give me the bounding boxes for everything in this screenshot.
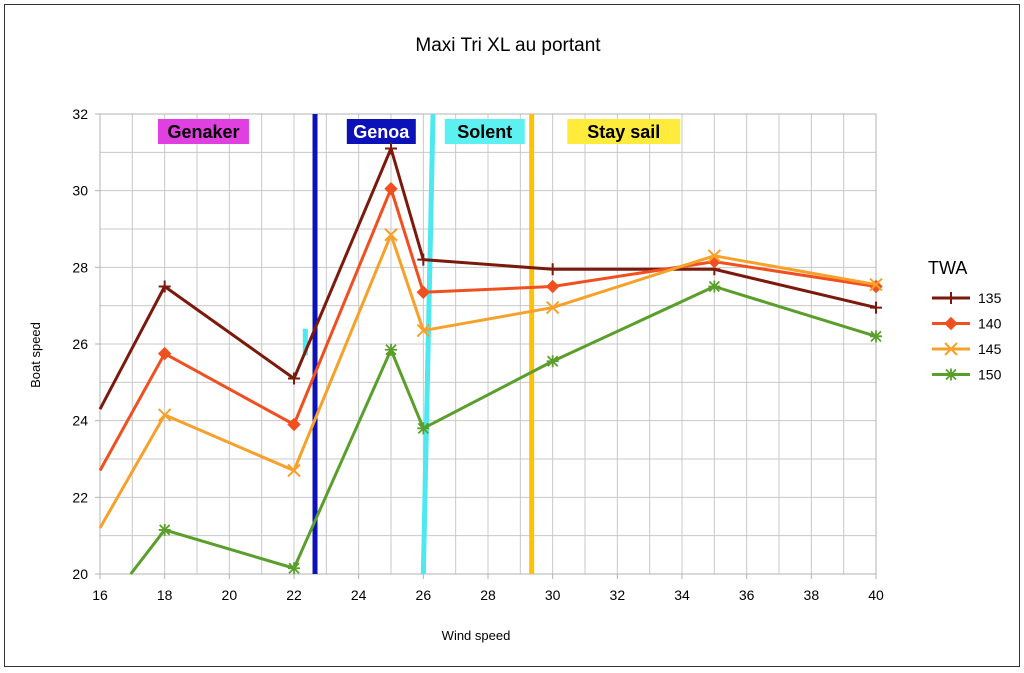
series-marker <box>287 417 301 432</box>
zone-label-background <box>567 119 681 144</box>
series-marker <box>385 343 397 356</box>
legend-label: 135 <box>978 290 1002 306</box>
series-marker <box>870 301 882 314</box>
x-tick-label: 32 <box>610 587 626 603</box>
series-marker <box>288 372 300 385</box>
series-marker <box>945 292 957 304</box>
y-axis-title: Boat speed <box>28 322 43 388</box>
x-tick-label: 38 <box>804 587 820 603</box>
series-marker <box>545 279 560 294</box>
series-145 <box>98 228 883 529</box>
x-tick-label: 28 <box>480 587 496 603</box>
series-marker <box>158 280 171 293</box>
legend-entry-140: 140 <box>932 316 1002 332</box>
x-tick-label: 34 <box>674 587 690 603</box>
x-tick-label: 26 <box>416 587 432 603</box>
series-marker <box>708 280 721 293</box>
y-tick-label: 30 <box>72 183 88 199</box>
legend-entry-150: 150 <box>932 367 1002 383</box>
series-marker <box>384 228 398 242</box>
y-tick-label: 22 <box>72 489 88 505</box>
chart-title: Maxi Tri XL au portant <box>415 35 601 56</box>
series-marker <box>157 408 172 422</box>
x-tick-label: 18 <box>157 587 173 603</box>
y-tick-label: 20 <box>72 566 88 582</box>
x-tick-label: 16 <box>92 587 108 603</box>
zone-label-genoa: Genoa <box>346 119 416 144</box>
series-marker <box>287 463 301 478</box>
legend-label: 145 <box>978 341 1002 357</box>
zone-label-background <box>157 119 249 144</box>
legend: TWA 135 140 145 150 <box>928 258 1002 383</box>
x-axis-title: Wind speed <box>442 628 511 643</box>
legend-label: 140 <box>978 316 1002 332</box>
x-tick-label: 22 <box>286 587 302 603</box>
legend-entry-135: 135 <box>932 290 1002 306</box>
series-marker <box>546 355 559 368</box>
series-marker <box>158 523 171 536</box>
y-tick-label: 32 <box>72 106 88 122</box>
y-tick-label: 26 <box>72 336 88 352</box>
legend-title: TWA <box>928 258 967 278</box>
x-tick-label: 30 <box>545 587 561 603</box>
series-marker <box>417 422 430 435</box>
series-line <box>98 233 877 529</box>
zone-label-solent: Solent <box>444 119 525 144</box>
y-tick-label: 24 <box>72 413 88 429</box>
y-axis-ticks: 20 22 24 26 28 30 32 <box>72 106 100 582</box>
zone-label-text: Solent <box>457 122 512 142</box>
series-marker <box>944 342 958 356</box>
zone-divider-line <box>420 113 436 575</box>
zone-label-text: Genaker <box>167 122 239 142</box>
zone-label-background <box>444 119 525 144</box>
y-tick-label: 28 <box>72 259 88 275</box>
series-marker <box>384 182 398 196</box>
zone-label-text: Genoa <box>353 122 410 142</box>
series-marker <box>417 253 430 266</box>
zone-label-background <box>346 119 416 144</box>
x-tick-label: 36 <box>739 587 755 603</box>
x-axis-ticks: 16 18 20 22 24 26 28 30 32 34 36 38 40 <box>92 574 884 603</box>
series-marker <box>157 346 172 361</box>
series-150 <box>129 280 882 575</box>
legend-entry-145: 145 <box>932 341 1002 357</box>
zone-label-text: Stay sail <box>587 122 660 142</box>
series-marker <box>870 330 882 343</box>
x-tick-label: 24 <box>351 587 367 603</box>
x-tick-label: 20 <box>222 587 238 603</box>
series-group <box>98 142 883 575</box>
grid <box>99 113 877 575</box>
series-marker <box>545 300 560 315</box>
series-marker <box>869 277 883 292</box>
series-marker <box>707 249 722 263</box>
series-marker <box>416 285 431 299</box>
legend-label: 150 <box>978 367 1002 383</box>
series-marker <box>288 562 300 575</box>
zone-label-stay-sail: Stay sail <box>567 119 681 144</box>
sail-zones: Genaker Genoa Solent Stay sail <box>157 113 681 575</box>
series-marker <box>385 142 397 155</box>
zone-label-genaker: Genaker <box>157 119 249 144</box>
series-marker <box>944 316 958 331</box>
series-marker <box>416 323 431 338</box>
series-line <box>129 285 877 575</box>
series-line <box>98 147 877 410</box>
series-marker <box>945 368 957 381</box>
x-tick-label: 40 <box>868 587 884 603</box>
series-135 <box>98 142 882 410</box>
series-marker <box>546 263 559 276</box>
